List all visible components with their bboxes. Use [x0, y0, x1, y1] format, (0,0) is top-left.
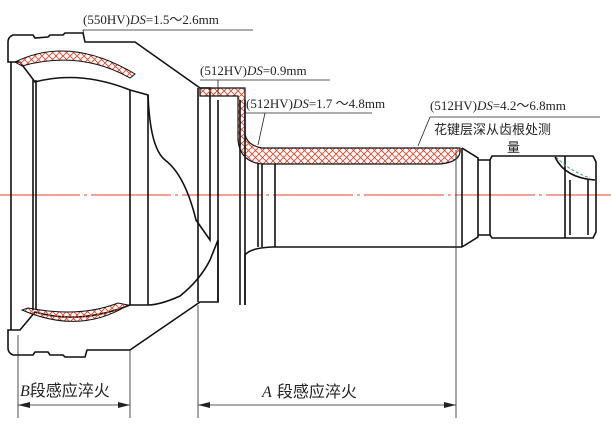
- shaft-outline: [244, 147, 597, 305]
- annotation-flange: (512HV)DS=0.9mm: [200, 63, 307, 78]
- annotation-shaft: (512HV)DS=1.7 ～4.8mm: [246, 96, 385, 111]
- spline-note-line1: 花键层深从齿根处测: [434, 122, 551, 138]
- hardened-layer-bell-bottom: [20, 302, 130, 322]
- dimension-a: A 段感应淬火: [197, 305, 456, 418]
- bell-section-top: [7, 32, 211, 243]
- a-zone-label: A 段感应淬火: [261, 382, 357, 401]
- annotation-spline: (512HV)DS=4.2～6.8mm: [430, 98, 566, 113]
- hardened-layer-bell-top: [13, 50, 136, 79]
- b-zone-label: B段感应淬火: [20, 381, 110, 400]
- spline-note-line2: 量: [507, 141, 520, 156]
- dimension-b: B段感应淬火: [17, 335, 131, 418]
- annotation-bell-case: (550HV)DS=1.5～2.6mm: [83, 12, 219, 27]
- leader-lines: [82, 29, 600, 147]
- bell-section-bottom: [7, 239, 219, 358]
